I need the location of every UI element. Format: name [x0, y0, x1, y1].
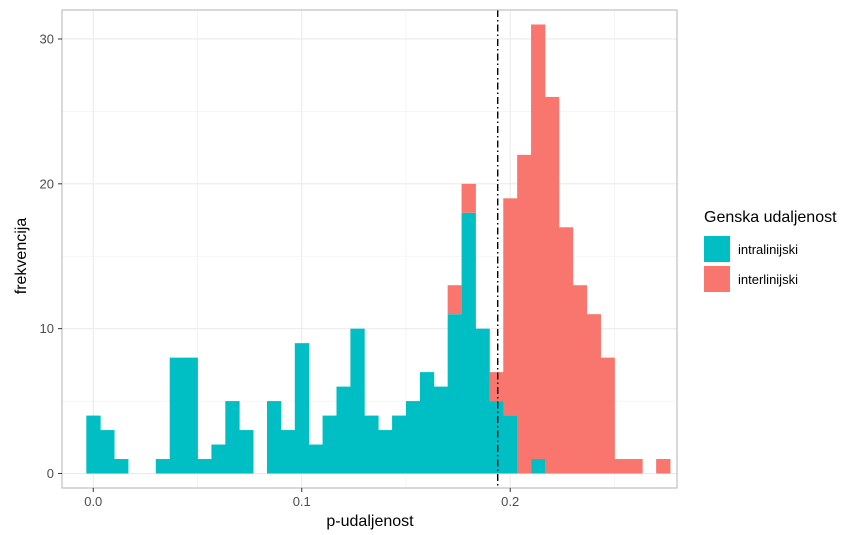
bar-intralinijski	[169, 357, 185, 474]
plot-panel	[61, 9, 678, 489]
bar-intralinijski	[419, 372, 435, 474]
bar-intralinijski	[100, 430, 115, 474]
y-axis-title: frekvencija	[13, 218, 30, 295]
bar-interlinijski	[628, 459, 643, 474]
legend-label-interlinijski: interlinijski	[738, 272, 798, 287]
bar-intralinijski	[503, 415, 518, 474]
bar-interlinijski	[531, 24, 546, 460]
bar-intralinijski	[183, 357, 198, 474]
x-tick-label: 0.2	[501, 494, 519, 509]
bar-interlinijski	[572, 285, 588, 474]
bar-intralinijski	[211, 444, 226, 474]
bar-intralinijski	[489, 401, 504, 474]
bar-interlinijski	[489, 372, 504, 402]
bar-interlinijski	[558, 227, 574, 474]
bar-intralinijski	[433, 386, 449, 474]
legend: Genska udaljenost intralinijski interlini…	[704, 209, 837, 292]
legend-title: Genska udaljenost	[704, 209, 837, 226]
bar-intralinijski	[531, 459, 546, 474]
bar-interlinijski	[461, 183, 476, 213]
bar-intralinijski	[350, 328, 365, 474]
bar-intralinijski	[378, 430, 393, 474]
bar-intralinijski	[322, 415, 337, 474]
bar-intralinijski	[405, 401, 421, 474]
y-tick-label: 20	[40, 176, 54, 191]
x-tick-label: 0.0	[84, 494, 102, 509]
y-tick-label: 10	[40, 321, 54, 336]
bar-intralinijski	[114, 459, 129, 474]
legend-label-intralinijski: intralinijski	[738, 242, 798, 257]
x-axis: 0.0 0.1 0.2	[84, 488, 519, 509]
bar-intralinijski	[461, 212, 476, 474]
bar-interlinijski	[503, 198, 518, 416]
bar-intralinijski	[197, 459, 212, 474]
x-tick-label: 0.1	[293, 494, 311, 509]
bar-intralinijski	[239, 430, 254, 474]
y-tick-label: 30	[40, 31, 54, 46]
bar-interlinijski	[517, 154, 532, 474]
bar-intralinijski	[225, 401, 240, 474]
bar-interlinijski	[447, 285, 462, 315]
bar-intralinijski	[364, 415, 379, 474]
bar-intralinijski	[392, 415, 407, 474]
bar-intralinijski	[308, 444, 324, 474]
bar-interlinijski	[600, 357, 615, 474]
bar-intralinijski	[447, 314, 462, 474]
x-axis-title: p-udaljenost	[326, 513, 414, 530]
bar-intralinijski	[155, 459, 171, 474]
bar-intralinijski	[336, 386, 351, 474]
y-axis: 0 10 20 30	[40, 31, 62, 481]
bar-interlinijski	[544, 96, 560, 474]
bar-interlinijski	[614, 459, 629, 474]
bar-interlinijski	[656, 459, 671, 474]
bar-intralinijski	[86, 415, 101, 474]
legend-key-intralinijski	[704, 236, 730, 262]
bar-intralinijski	[294, 343, 310, 474]
bar-interlinijski	[586, 314, 601, 474]
panel-border	[61, 9, 678, 489]
legend-key-interlinijski	[704, 266, 730, 292]
y-tick-label: 0	[47, 466, 54, 481]
bar-intralinijski	[475, 328, 490, 474]
bar-intralinijski	[280, 430, 296, 474]
bar-intralinijski	[267, 401, 282, 474]
